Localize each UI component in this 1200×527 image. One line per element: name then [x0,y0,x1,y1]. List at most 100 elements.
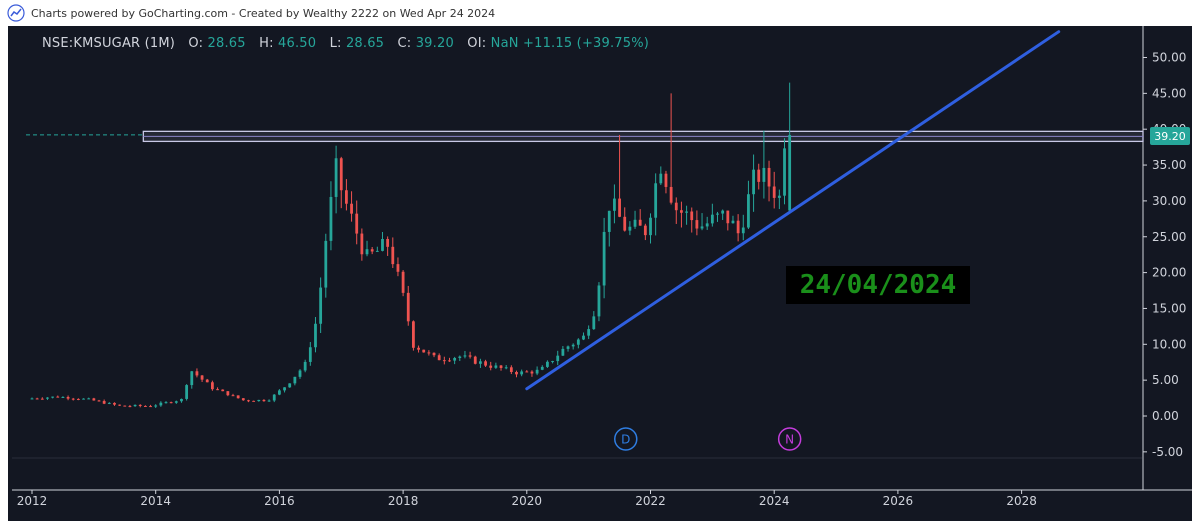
candle-body [288,383,292,388]
candle-body [432,352,436,356]
candle-body [381,238,384,251]
candle-body [767,167,771,187]
candle-body [571,344,575,347]
x-tick-label: 2014 [140,494,171,508]
y-tick-label: 20.00 [1152,266,1186,280]
candle-body [190,371,194,386]
candle-body [576,339,580,345]
legend-close-label: C: [397,36,412,51]
candle-body [143,405,147,407]
x-tick-label: 2026 [883,494,914,508]
legend-high: 46.50 [278,36,317,51]
event-marker-label: D [621,433,630,447]
candle-body [484,361,487,366]
chart-area[interactable] [8,26,1192,521]
candle-body [412,321,415,348]
candle-body [401,271,405,293]
candle-body [597,285,601,317]
candle-body [123,405,127,407]
candle-body [700,226,704,229]
candle-body [262,399,266,402]
candle-body [458,356,462,359]
candle-body [71,398,75,400]
legend-close: 39.20 [415,36,454,51]
candle-body [164,402,168,404]
legend-oi-label: OI: [467,36,487,51]
candle-body [582,335,585,340]
x-tick-label: 2012 [17,494,48,508]
candle-body [515,371,518,375]
y-tick-label: 30.00 [1152,194,1186,208]
candle-body [149,406,152,408]
candle-body [283,387,286,391]
candle-body [174,401,178,403]
candle-body [298,370,302,377]
candle-body [654,183,658,218]
event-marker [614,427,638,451]
candle-body [613,198,616,211]
legend-open-label: O: [188,36,204,51]
candle-body [319,287,323,324]
x-tick-label: 2024 [759,494,790,508]
candle-body [267,400,271,402]
legend-change: +11.15 [523,36,573,51]
y-tick-label: 45.00 [1152,86,1186,100]
candle-body [479,361,482,364]
legend-open: 28.65 [207,36,246,51]
candle-body [360,233,364,255]
candle-body [736,220,740,234]
candle-body [602,231,606,286]
candle-body [138,404,142,406]
candle-body [221,389,225,392]
candle-body [772,186,776,198]
header-credit: Charts powered by GoCharting.com - Creat… [31,6,496,20]
candle-body [633,219,637,227]
candle-body [82,398,85,400]
candle-body [680,210,683,213]
candle-body [406,292,410,322]
header-bar: Charts powered by GoCharting.com - Creat… [0,0,1200,26]
candle-body [66,396,70,399]
candle-body [731,220,735,224]
candle-body [659,173,663,184]
candle-body [56,396,60,398]
candle-body [535,369,539,374]
candle-body [247,400,250,402]
candle-body [241,398,245,401]
date-annotation: 24/04/2024 [786,266,970,304]
candle-body [195,371,199,376]
legend-low-label: L: [329,36,342,51]
candle-body [417,347,420,350]
x-tick-label: 2020 [512,494,543,508]
candle-body [113,402,116,405]
candle-body [102,401,106,404]
candle-body [293,376,297,384]
candle-body [473,356,477,364]
candle-body [489,365,493,368]
candle-body [747,194,750,228]
candle-body [370,249,374,252]
candle-body [200,375,204,380]
candle-body [339,158,343,191]
candle-body [705,223,709,227]
y-tick-label: 35.00 [1152,158,1186,172]
last-price-tag: 39.20 [1150,127,1190,145]
event-marker-label: N [785,433,794,447]
candle-body [551,361,554,363]
candle-body [396,264,400,272]
candle-body [118,404,122,406]
candle-body [685,211,688,213]
candle-body [329,196,333,241]
chart-logo-icon [7,4,25,22]
candle-body [509,367,513,372]
candle-body [216,389,219,391]
x-tick-label: 2018 [388,494,419,508]
x-tick-label: 2016 [264,494,295,508]
candle-body [226,391,230,396]
candle-body [649,217,652,236]
legend-change-pct: (+39.75%) [576,36,650,51]
candle-body [35,398,39,400]
legend-symbol: NSE:KMSUGAR (1M) [42,36,176,51]
candle-body [783,148,786,196]
